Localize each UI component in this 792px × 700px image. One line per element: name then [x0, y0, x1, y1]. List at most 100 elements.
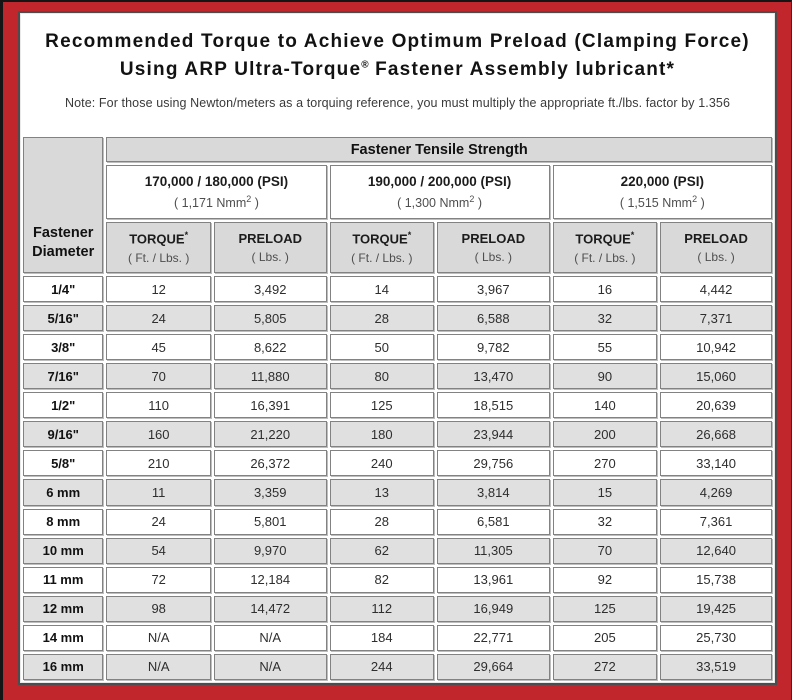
preload-value-cell: 7,371 — [660, 305, 772, 332]
torque-value-cell: 92 — [552, 566, 658, 593]
preload-value-cell: 12,640 — [660, 537, 772, 564]
torque-value-cell: 80 — [329, 363, 435, 390]
torque-table-wrapper: Fastener Diameter Fastener Tensile Stren… — [20, 134, 775, 683]
preload-column-header-2: PRELOAD ( Lbs. ) — [437, 222, 550, 273]
torque-value-cell: 15 — [552, 479, 658, 506]
torque-value-cell: 62 — [329, 537, 435, 564]
table-body: 1/4" 12 3,492 14 3,967 16 4,442 5/16" 24 — [23, 276, 772, 680]
fastener-diameter-cell: 8 mm — [23, 508, 104, 535]
preload-value-cell: 22,771 — [437, 624, 550, 651]
preload-column-header-3: PRELOAD ( Lbs. ) — [660, 222, 772, 273]
torque-value-cell: 210 — [106, 450, 211, 477]
footnote-asterisk: * — [630, 230, 635, 241]
table-row: 12 mm 98 14,472 112 16,949 125 19,425 — [23, 595, 772, 622]
fastener-diameter-cell: 5/8" — [23, 450, 104, 477]
torque-value-cell: 184 — [329, 624, 435, 651]
preload-value-cell: 33,519 — [660, 653, 772, 680]
torque-value-cell: 112 — [329, 595, 435, 622]
torque-value-cell: 90 — [552, 363, 658, 390]
torque-value-cell: 272 — [552, 653, 658, 680]
table-row: 1/2" 110 16,391 125 18,515 140 20,639 — [23, 392, 772, 419]
preload-value-cell: 13,470 — [437, 363, 550, 390]
preload-value-cell: 4,442 — [660, 276, 772, 303]
title-line-2: Using ARP Ultra-Torque® Fastener Assembl… — [119, 58, 676, 80]
torque-spec-table: Fastener Diameter Fastener Tensile Stren… — [20, 134, 775, 683]
preload-value-cell: 29,664 — [437, 653, 550, 680]
preload-value-cell: 16,391 — [213, 392, 327, 419]
preload-value-cell: 6,581 — [437, 508, 550, 535]
fastener-diameter-cell: 14 mm — [23, 624, 104, 651]
torque-value-cell: 24 — [106, 305, 211, 332]
torque-value-cell: 55 — [552, 334, 658, 361]
torque-value-cell: 11 — [106, 479, 211, 506]
torque-value-cell: 125 — [552, 595, 658, 622]
torque-value-cell: 160 — [106, 421, 211, 448]
fastener-diameter-cell: 9/16" — [23, 421, 104, 448]
table-row: 6 mm 11 3,359 13 3,814 15 4,269 — [23, 479, 772, 506]
footnote-asterisk: * — [184, 230, 189, 241]
preload-value-cell: 18,515 — [437, 392, 550, 419]
torque-value-cell: 240 — [329, 450, 435, 477]
preload-value-cell: 10,942 — [660, 334, 772, 361]
table-row: 5/16" 24 5,805 28 6,588 32 7,371 — [23, 305, 772, 332]
torque-value-cell: 12 — [106, 276, 211, 303]
corner-header-fastener-diameter: Fastener Diameter — [23, 137, 104, 273]
preload-value-cell: 19,425 — [660, 595, 772, 622]
preload-value-cell: 25,730 — [660, 624, 772, 651]
table-row: 3/8" 45 8,622 50 9,782 55 10,942 — [23, 334, 772, 361]
preload-value-cell: 29,756 — [437, 450, 550, 477]
fastener-diameter-cell: 12 mm — [23, 595, 104, 622]
preload-value-cell: 3,814 — [437, 479, 550, 506]
fastener-diameter-cell: 16 mm — [23, 653, 104, 680]
torque-value-cell: 200 — [552, 421, 658, 448]
fastener-diameter-cell: 11 mm — [23, 566, 104, 593]
torque-value-cell: 98 — [106, 595, 211, 622]
preload-value-cell: 5,801 — [213, 508, 327, 535]
torque-value-cell: 180 — [329, 421, 435, 448]
preload-value-cell: 9,970 — [213, 537, 327, 564]
preload-value-cell: 3,359 — [213, 479, 327, 506]
preload-value-cell: 4,269 — [660, 479, 772, 506]
preload-value-cell: 23,944 — [437, 421, 550, 448]
torque-value-cell: 14 — [329, 276, 435, 303]
preload-value-cell: 21,220 — [213, 421, 327, 448]
preload-value-cell: 3,492 — [213, 276, 327, 303]
tensile-strength-header: Fastener Tensile Strength — [106, 137, 772, 162]
superscript-2: 2 — [692, 193, 698, 204]
torque-value-cell: 82 — [329, 566, 435, 593]
torque-column-header-2: TORQUE* ( Ft. / Lbs. ) — [329, 222, 435, 273]
torque-value-cell: 125 — [329, 392, 435, 419]
torque-value-cell: N/A — [106, 653, 211, 680]
table-row: 8 mm 24 5,801 28 6,581 32 7,361 — [23, 508, 772, 535]
fastener-diameter-cell: 3/8" — [23, 334, 104, 361]
torque-value-cell: 205 — [552, 624, 658, 651]
psi-group-header-190-200: 190,000 / 200,000 (PSI) ( 1,300 Nmm2 ) — [329, 165, 550, 219]
torque-value-cell: N/A — [106, 624, 211, 651]
torque-value-cell: 70 — [106, 363, 211, 390]
torque-value-cell: 13 — [329, 479, 435, 506]
table-row: 16 mm N/A N/A 244 29,664 272 33,519 — [23, 653, 772, 680]
preload-value-cell: 8,622 — [213, 334, 327, 361]
document-title: Recommended Torque to Achieve Optimum Pr… — [20, 28, 775, 83]
torque-value-cell: 16 — [552, 276, 658, 303]
torque-column-header-1: TORQUE* ( Ft. / Lbs. ) — [106, 222, 211, 273]
footnote-asterisk: * — [407, 230, 412, 241]
table-row: 5/8" 210 26,372 240 29,756 270 33,140 — [23, 450, 772, 477]
torque-value-cell: 24 — [106, 508, 211, 535]
table-row: 14 mm N/A N/A 184 22,771 205 25,730 — [23, 624, 772, 651]
preload-value-cell: 6,588 — [437, 305, 550, 332]
table-row: 11 mm 72 12,184 82 13,961 92 15,738 — [23, 566, 772, 593]
document-content: Recommended Torque to Achieve Optimum Pr… — [18, 11, 777, 685]
preload-value-cell: 5,805 — [213, 305, 327, 332]
torque-value-cell: 54 — [106, 537, 211, 564]
preload-value-cell: 16,949 — [437, 595, 550, 622]
torque-value-cell: 28 — [329, 305, 435, 332]
masthead: Recommended Torque to Achieve Optimum Pr… — [20, 13, 775, 134]
conversion-note: Note: For those using Newton/meters as a… — [64, 96, 730, 111]
fastener-diameter-cell: 10 mm — [23, 537, 104, 564]
superscript-2: 2 — [469, 193, 475, 204]
torque-value-cell: 244 — [329, 653, 435, 680]
preload-value-cell: 11,305 — [437, 537, 550, 564]
title-line-1: Recommended Torque to Achieve Optimum Pr… — [45, 31, 750, 52]
preload-value-cell: 9,782 — [437, 334, 550, 361]
